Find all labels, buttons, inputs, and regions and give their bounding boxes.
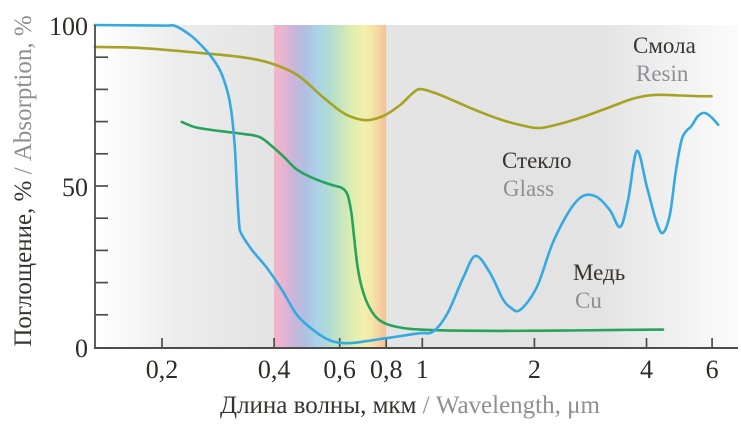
x-tick-label: 0,4 [257, 355, 291, 384]
x-tick-label: 4 [640, 355, 653, 384]
y-axis-title-en: / Absorption, % [10, 15, 37, 175]
series-curves [93, 23, 720, 345]
y-tick-label: 0 [75, 334, 88, 363]
x-axis-title-ru: Длина волны, мкм [220, 392, 417, 419]
visible-spectrum-band [274, 25, 387, 348]
x-axis-title: Длина волны, мкм / Wavelength, μm [220, 392, 600, 420]
x-tick-label: 6 [705, 355, 719, 384]
resin-curve [93, 45, 713, 130]
y-axis-title: Поглощение, % / Absorption, % [10, 15, 38, 346]
x-tick-label: 0,6 [323, 355, 356, 384]
copper-curve [93, 23, 720, 345]
x-axis-title-en: / Wavelength, μm [422, 392, 600, 419]
x-tick-label: 2 [527, 355, 541, 384]
y-axis-title-ru: Поглощение, % [10, 180, 37, 347]
series-label-copper-ru: Медь [573, 260, 626, 285]
x-tick-label: 0,8 [369, 355, 403, 384]
series-label-copper-en: Cu [575, 288, 602, 313]
series-label-resin-ru: Смола [633, 33, 696, 58]
y-tick-label: 100 [49, 12, 88, 41]
series-label-glass-ru: Стекло [502, 148, 572, 173]
x-tick-label: 0,2 [145, 355, 179, 384]
series-label-glass-en: Glass [503, 176, 555, 201]
x-tick-label: 1 [415, 355, 429, 384]
y-tick-label: 50 [62, 173, 88, 202]
series-label-resin-en: Resin [636, 61, 689, 86]
